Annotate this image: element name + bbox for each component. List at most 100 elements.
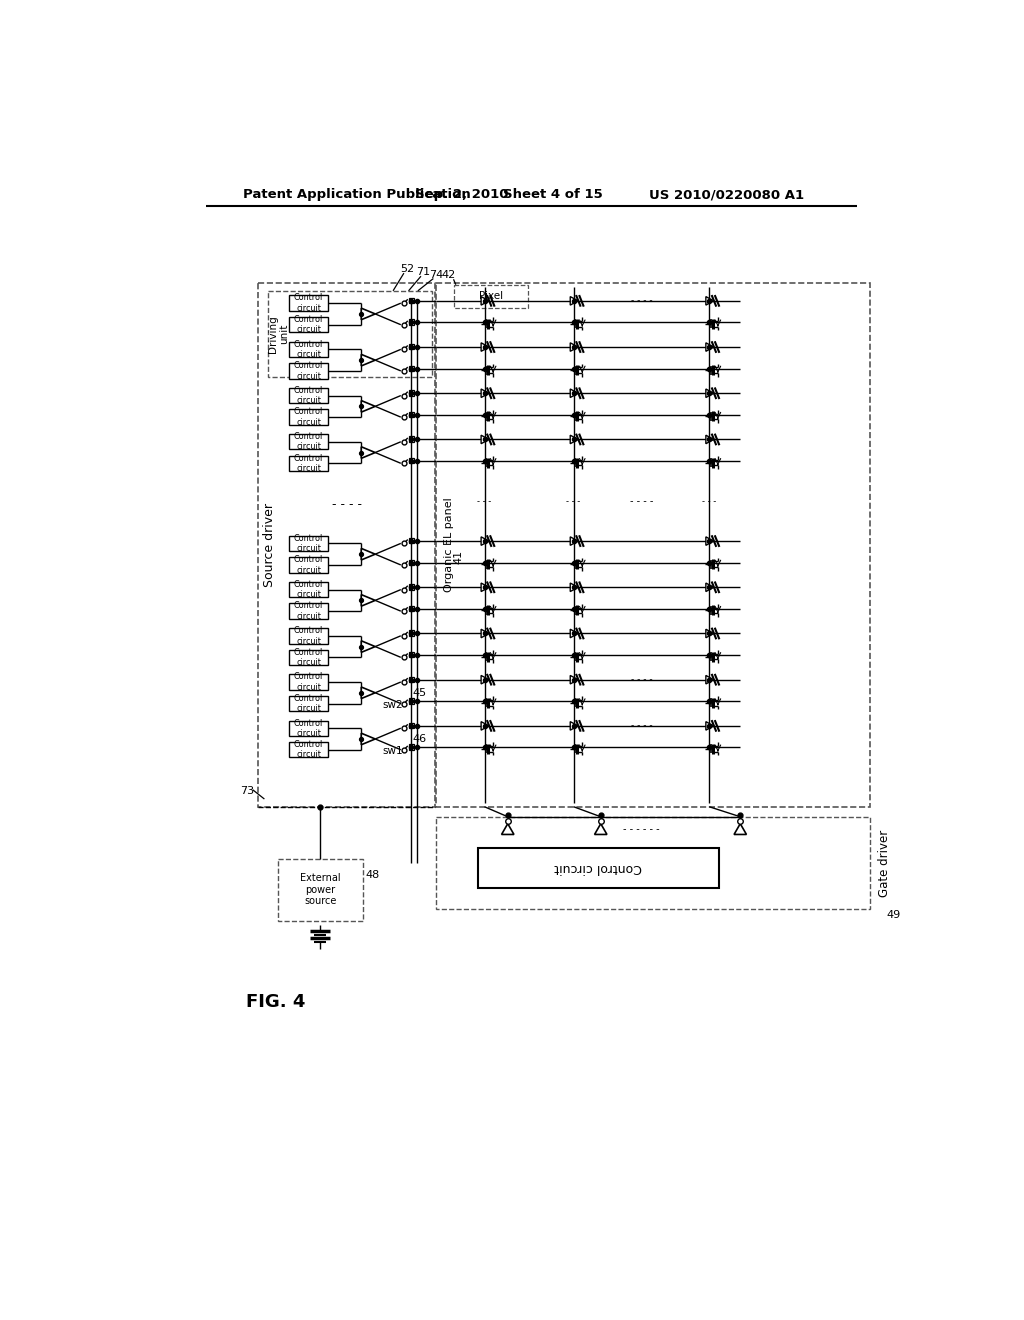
Text: Source driver: Source driver: [262, 503, 275, 587]
Text: 73: 73: [241, 787, 254, 796]
Polygon shape: [361, 308, 375, 319]
Text: 41: 41: [454, 549, 464, 564]
Text: Gate driver: Gate driver: [878, 829, 891, 896]
Polygon shape: [481, 537, 489, 545]
Bar: [409, 366, 414, 371]
Text: - - - -: - - - -: [631, 297, 652, 305]
Text: Control
circuit: Control circuit: [294, 293, 324, 313]
Bar: [409, 298, 414, 304]
Text: Control
circuit: Control circuit: [294, 385, 324, 405]
Text: - - -: - - -: [702, 496, 717, 506]
Bar: [409, 437, 414, 442]
Text: 49: 49: [887, 911, 901, 920]
Bar: [289, 742, 328, 758]
Polygon shape: [361, 400, 375, 412]
Text: Sep. 2, 2010: Sep. 2, 2010: [415, 187, 508, 201]
Polygon shape: [570, 343, 579, 351]
Polygon shape: [706, 722, 714, 730]
Text: Control circuit: Control circuit: [555, 861, 642, 874]
Text: Control
circuit: Control circuit: [294, 741, 324, 759]
Text: - - - -: - - - -: [631, 537, 652, 545]
Polygon shape: [361, 686, 375, 698]
Text: 42: 42: [441, 271, 456, 280]
Bar: [289, 649, 328, 665]
Polygon shape: [481, 722, 489, 730]
Bar: [409, 345, 414, 350]
Bar: [289, 696, 328, 711]
Bar: [289, 317, 328, 333]
Polygon shape: [361, 354, 375, 366]
Polygon shape: [570, 722, 579, 730]
Bar: [409, 652, 414, 657]
Bar: [409, 631, 414, 636]
Text: Organic EL panel: Organic EL panel: [443, 498, 454, 593]
Text: Control
circuit: Control circuit: [294, 362, 324, 380]
Bar: [289, 675, 328, 689]
Text: Control
circuit: Control circuit: [294, 579, 324, 599]
Bar: [436, 284, 870, 807]
Text: 52: 52: [400, 264, 414, 275]
Bar: [409, 319, 414, 325]
Text: Pixel: Pixel: [478, 292, 503, 301]
Bar: [289, 342, 328, 358]
Polygon shape: [570, 630, 579, 638]
Text: - - - -: - - - -: [630, 496, 653, 506]
Polygon shape: [361, 548, 375, 560]
Polygon shape: [481, 630, 489, 638]
Bar: [409, 606, 414, 611]
Bar: [289, 409, 328, 425]
Text: sw1: sw1: [383, 746, 403, 756]
Polygon shape: [570, 297, 579, 305]
Text: Sheet 4 of 15: Sheet 4 of 15: [503, 187, 603, 201]
Text: Control
circuit: Control circuit: [294, 672, 324, 692]
Polygon shape: [706, 583, 714, 591]
Text: External
power
source: External power source: [300, 874, 341, 907]
Bar: [289, 628, 328, 644]
Text: Control
circuit: Control circuit: [294, 315, 324, 334]
Text: - - - -: - - - -: [631, 583, 652, 591]
Bar: [409, 585, 414, 590]
Polygon shape: [706, 343, 714, 351]
Text: - - - -: - - - -: [332, 498, 361, 511]
Bar: [289, 536, 328, 552]
Text: Control
circuit: Control circuit: [294, 626, 324, 645]
Polygon shape: [570, 537, 579, 545]
Text: 74: 74: [429, 271, 443, 280]
Polygon shape: [570, 436, 579, 444]
Polygon shape: [570, 389, 579, 397]
Text: - - - - - -: - - - - - -: [624, 824, 659, 834]
Text: 46: 46: [413, 734, 426, 744]
Bar: [409, 723, 414, 729]
Bar: [409, 391, 414, 396]
Bar: [289, 721, 328, 737]
Text: Patent Application Publication: Patent Application Publication: [243, 187, 470, 201]
Text: Control
circuit: Control circuit: [294, 408, 324, 426]
Bar: [289, 434, 328, 449]
Text: Control
circuit: Control circuit: [294, 648, 324, 667]
Text: Control
circuit: Control circuit: [294, 718, 324, 738]
Text: - - -: - - -: [566, 496, 581, 506]
Polygon shape: [481, 297, 489, 305]
Polygon shape: [706, 630, 714, 638]
Text: 45: 45: [413, 688, 426, 698]
Bar: [409, 539, 414, 544]
Text: - - - -: - - - -: [631, 343, 652, 351]
Text: Control
circuit: Control circuit: [294, 339, 324, 359]
Text: - - -: - - -: [477, 496, 492, 506]
Bar: [478, 847, 719, 887]
Bar: [454, 285, 528, 308]
Polygon shape: [502, 824, 514, 834]
Bar: [409, 458, 414, 463]
Polygon shape: [481, 436, 489, 444]
Bar: [267, 290, 432, 378]
Polygon shape: [706, 436, 714, 444]
Bar: [436, 817, 870, 909]
Bar: [409, 698, 414, 704]
Bar: [289, 296, 328, 312]
Bar: [289, 363, 328, 379]
Text: - - - -: - - - -: [631, 389, 652, 397]
Bar: [289, 582, 328, 597]
Text: FIG. 4: FIG. 4: [246, 993, 305, 1011]
Bar: [289, 388, 328, 404]
Polygon shape: [361, 733, 375, 744]
